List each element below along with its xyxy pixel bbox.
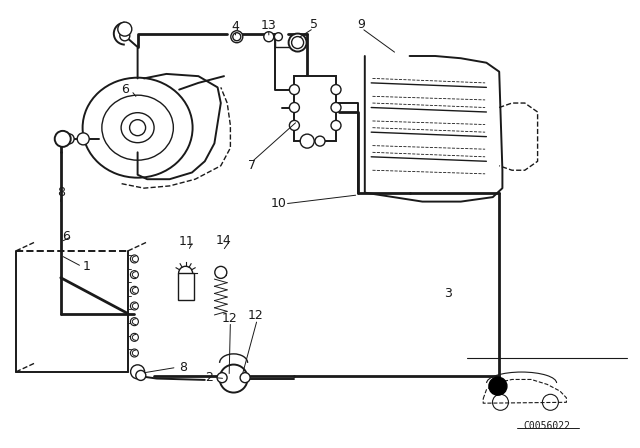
Circle shape [489, 377, 507, 395]
Text: 14: 14 [216, 233, 232, 247]
Circle shape [543, 394, 559, 410]
Circle shape [131, 318, 138, 326]
Circle shape [215, 267, 227, 278]
Circle shape [289, 103, 300, 112]
Text: 4: 4 [232, 20, 239, 34]
Text: 9: 9 [358, 18, 365, 31]
Circle shape [220, 365, 248, 392]
Text: 2: 2 [205, 371, 212, 384]
Circle shape [289, 85, 300, 95]
Circle shape [292, 37, 303, 48]
Text: 1: 1 [83, 260, 90, 273]
Text: 6: 6 [62, 229, 70, 243]
Circle shape [131, 349, 138, 357]
Circle shape [120, 31, 130, 41]
Circle shape [331, 103, 341, 112]
Text: 3: 3 [444, 287, 452, 300]
Circle shape [129, 120, 146, 136]
Circle shape [275, 33, 282, 41]
Circle shape [179, 266, 193, 280]
Text: 13: 13 [261, 19, 276, 33]
Circle shape [131, 286, 138, 294]
Circle shape [300, 134, 314, 148]
Text: 7: 7 [248, 159, 255, 172]
Text: 5: 5 [310, 18, 317, 31]
Circle shape [264, 32, 274, 42]
Circle shape [315, 136, 325, 146]
Bar [178, 273, 193, 300]
Circle shape [131, 255, 138, 263]
Text: 10: 10 [271, 197, 286, 211]
Bar [294, 76, 336, 141]
Circle shape [131, 333, 138, 341]
Text: 11: 11 [179, 234, 195, 248]
Circle shape [131, 365, 145, 379]
Circle shape [118, 22, 132, 36]
Text: 6: 6 [121, 83, 129, 96]
Text: 8: 8 [179, 361, 187, 374]
Circle shape [64, 134, 74, 144]
Circle shape [331, 85, 341, 95]
Circle shape [136, 370, 146, 380]
Circle shape [289, 34, 307, 52]
Text: 12: 12 [221, 311, 237, 325]
Circle shape [217, 373, 227, 383]
Circle shape [493, 394, 509, 410]
Circle shape [131, 302, 138, 310]
Text: C0056022: C0056022 [524, 421, 571, 431]
Circle shape [289, 121, 300, 130]
Circle shape [331, 121, 341, 130]
Circle shape [240, 373, 250, 383]
Circle shape [77, 133, 89, 145]
Circle shape [131, 271, 138, 279]
Circle shape [233, 33, 241, 41]
Circle shape [231, 31, 243, 43]
Text: 8: 8 [57, 186, 65, 199]
Circle shape [55, 131, 70, 147]
Text: 12: 12 [248, 309, 264, 323]
